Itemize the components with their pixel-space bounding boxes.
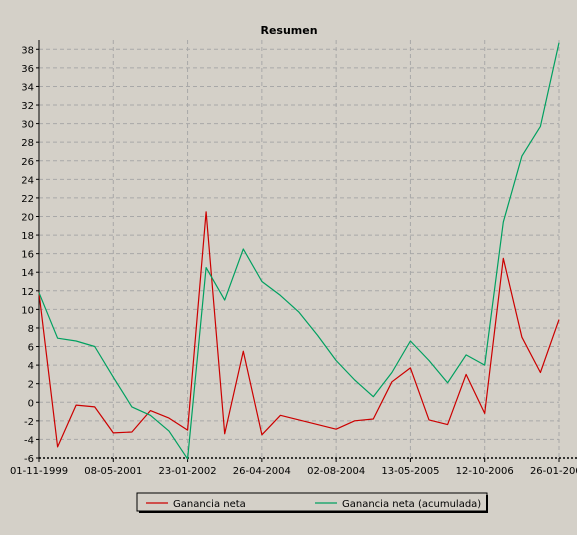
y-tick-label: 20 — [21, 212, 34, 223]
x-axis-ticks: 01-11-1999 08-05-2001 23-01-2002 26-04-2004… — [10, 458, 577, 477]
legend-label-ganancia-neta-acumulada: Ganancia neta (acumulada) — [342, 499, 481, 510]
grid — [39, 40, 560, 458]
y-tick-label: 24 — [21, 175, 34, 186]
plot-area — [39, 40, 559, 458]
y-tick-label: 18 — [21, 231, 34, 242]
y-tick-label: 10 — [21, 305, 34, 316]
y-tick-label: -4 — [24, 435, 34, 446]
y-axis-ticks: -6-4-20246810121416182022242628303234363… — [21, 45, 39, 465]
y-tick-label: 30 — [21, 120, 34, 131]
y-tick-label: 12 — [21, 287, 34, 298]
x-tick-label: 26-04-2004 — [233, 466, 291, 477]
chart-title: Resumen — [260, 24, 317, 37]
y-tick-label: 4 — [28, 361, 34, 372]
y-tick-label: 26 — [21, 157, 34, 168]
y-tick-label: 0 — [28, 398, 34, 409]
y-tick-label: 22 — [21, 194, 34, 205]
series-layer — [38, 42, 560, 460]
legend: Ganancia neta Ganancia neta (acumulada) — [136, 492, 488, 513]
y-tick-label: 28 — [21, 138, 34, 149]
x-tick-label: 13-05-2005 — [381, 466, 439, 477]
series-line-0 — [38, 211, 560, 448]
y-tick-label: 14 — [21, 268, 34, 279]
x-tick-label: 23-01-2002 — [159, 466, 217, 477]
x-tick-label: 02-08-2004 — [307, 466, 365, 477]
axes — [38, 40, 577, 459]
y-tick-label: 8 — [28, 324, 34, 335]
x-tick-label: 01-11-1999 — [10, 466, 68, 477]
x-tick-label: 26-01-2007 — [530, 466, 577, 477]
y-tick-label: 2 — [28, 380, 34, 391]
series-line-1 — [38, 42, 560, 460]
y-tick-label: 38 — [21, 45, 34, 56]
x-tick-label: 08-05-2001 — [84, 466, 142, 477]
legend-label-ganancia-neta: Ganancia neta — [173, 499, 246, 510]
y-tick-label: 6 — [28, 343, 34, 354]
y-tick-label: -2 — [24, 417, 34, 428]
y-tick-label: 16 — [21, 250, 34, 261]
y-tick-label: -6 — [24, 454, 34, 465]
x-tick-label: 12-10-2006 — [456, 466, 514, 477]
y-tick-label: 32 — [21, 101, 34, 112]
y-tick-label: 34 — [21, 82, 34, 93]
y-tick-label: 36 — [21, 64, 34, 75]
